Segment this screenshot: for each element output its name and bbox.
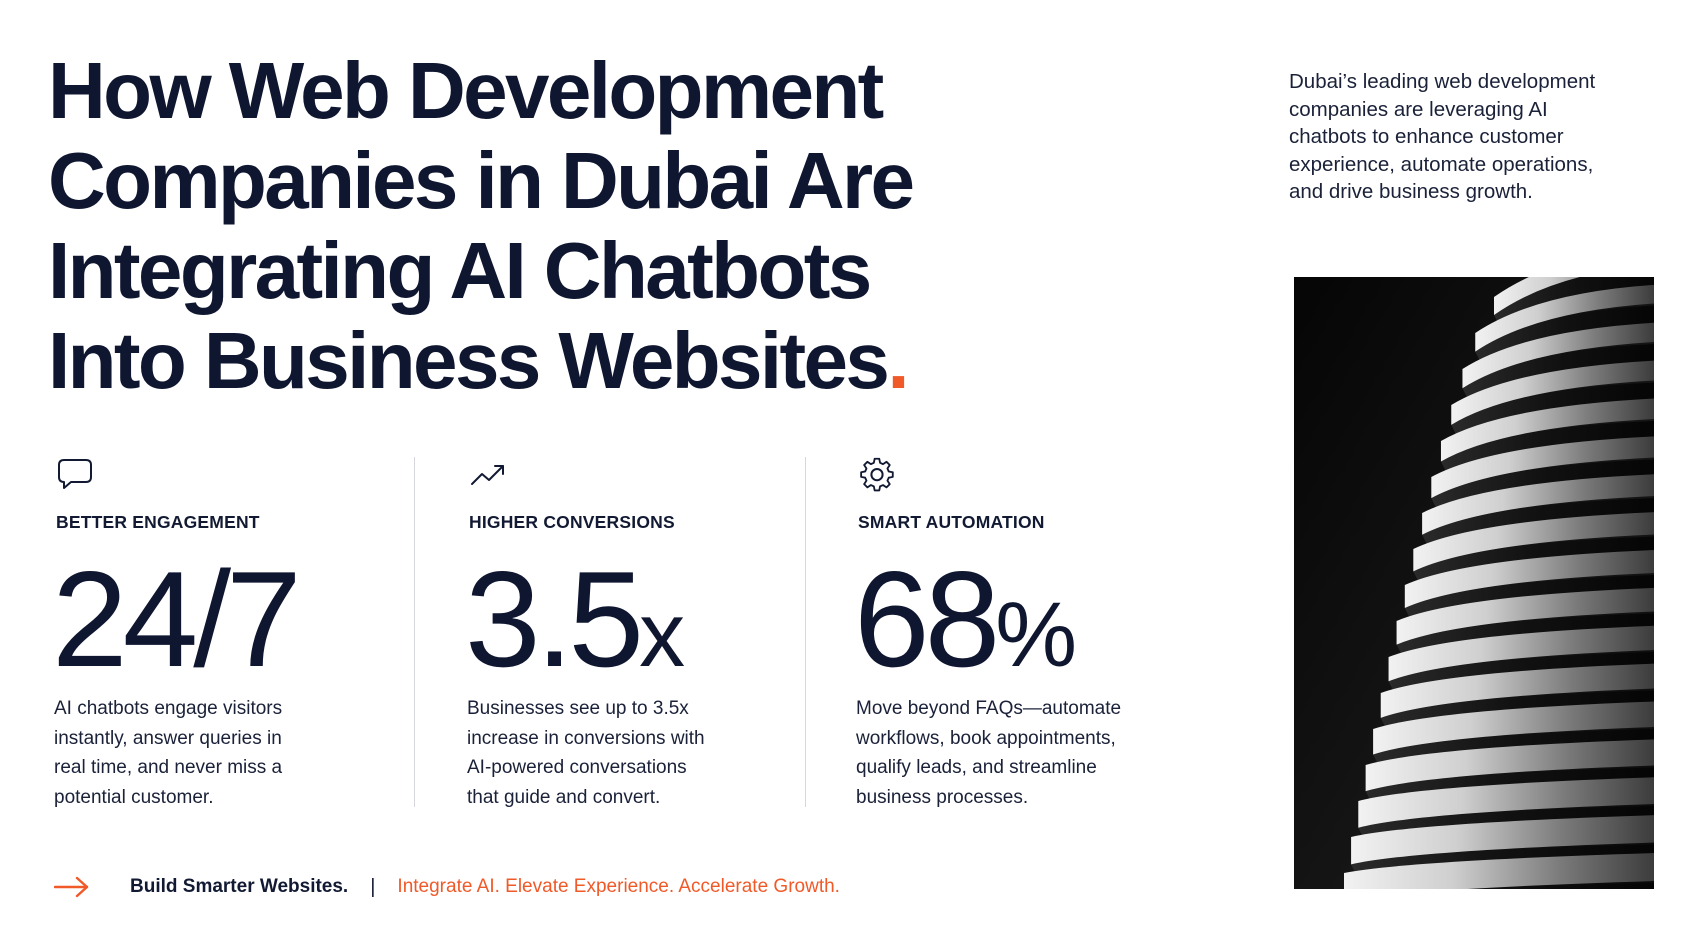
facade-light-band [1344, 853, 1654, 889]
stat-description-line: qualify leads, and streamline [856, 757, 1097, 778]
stat-value: 3.5x [465, 543, 685, 710]
facade-shadow-band [1479, 883, 1654, 889]
stat-value: 24/7 [52, 543, 302, 710]
stat-description-line: instantly, answer queries in [54, 727, 282, 749]
footer-tagline: Integrate AI. Elevate Experience. Accele… [397, 876, 840, 897]
stat-engagement: BETTER ENGAGEMENT 24/7 AI chatbots engag… [52, 456, 384, 808]
facade-light-band [1462, 322, 1654, 389]
stat-description-line: workflows, book appointments, [856, 727, 1116, 749]
stat-description-line: AI-powered conversations [467, 757, 687, 778]
stat-value-number: 68 [854, 543, 1000, 695]
stat-value-suffix: % [995, 584, 1077, 686]
facade-light-band [1396, 587, 1654, 645]
facade-light-band [1413, 512, 1654, 572]
title-line-4-text: Into Business Websites [48, 316, 890, 405]
stat-label: BETTER ENGAGEMENT [56, 512, 260, 532]
stat-label: SMART AUTOMATION [858, 512, 1045, 532]
intro-line: companies are leveraging AI [1289, 97, 1548, 121]
stat-description-line: AI chatbots engage visitors [54, 698, 283, 719]
intro-line: Dubai’s leading web development [1289, 70, 1596, 93]
stat-value-suffix: x [639, 584, 685, 686]
arrow-right-icon[interactable] [54, 876, 90, 898]
stat-value-number: 3.5 [465, 543, 644, 695]
stat-description: Businesses see up to 3.5x increase in co… [467, 694, 797, 812]
stat-description-line: potential customer. [54, 786, 214, 808]
building-facade-photo [1294, 277, 1654, 889]
intro-line: experience, automate operations, [1289, 152, 1594, 176]
stat-description-line: increase in conversions with [467, 727, 705, 749]
trend-up-icon [471, 465, 504, 485]
facade-light-band [1431, 436, 1654, 499]
facade-light-band [1404, 550, 1654, 608]
stat-description-line: Businesses see up to 3.5x [467, 698, 689, 719]
facade-light-band [1422, 474, 1654, 535]
stat-value-number: 24/7 [52, 543, 302, 695]
intro-line: and drive business growth. [1289, 180, 1533, 203]
footer-cta: Build Smarter Websites. | Integrate AI. … [54, 872, 840, 902]
stat-automation: SMART AUTOMATION 68% Move beyond FAQs—au… [854, 456, 1186, 808]
intro-paragraph: Dubai’s leading web development companie… [1289, 68, 1649, 206]
gear-icon [860, 457, 894, 492]
title-line-4: Into Business Websites. [48, 316, 1048, 406]
facade-light-band [1380, 663, 1654, 718]
facade-light-band [1388, 625, 1654, 682]
facade-light-band [1451, 360, 1654, 425]
page-title: How Web Development Companies in Dubai A… [48, 46, 1048, 406]
facade-light-band [1373, 701, 1654, 755]
chat-bubble-icon [58, 459, 92, 489]
intro-line: chatbots to enhance customer [1289, 125, 1564, 148]
facade-light-band [1440, 398, 1654, 462]
title-line-2: Companies in Dubai Are [48, 136, 915, 225]
title-line-3: Integrating AI Chatbots [48, 226, 872, 315]
stat-label: HIGHER CONVERSIONS [469, 512, 675, 532]
facade-light-band [1358, 777, 1654, 828]
stat-description-line: Move beyond FAQs—automate [856, 698, 1122, 719]
stat-divider [414, 457, 415, 807]
building-facade-image [1294, 277, 1654, 889]
stat-description-line: real time, and never miss a [54, 757, 283, 778]
stat-description: AI chatbots engage visitors instantly, a… [54, 694, 384, 812]
footer-separator: | [370, 875, 376, 898]
facade-light-band [1475, 284, 1654, 352]
stat-description: Move beyond FAQs—automate workflows, boo… [856, 694, 1186, 812]
facade-light-band [1494, 277, 1580, 315]
stat-conversions: HIGHER CONVERSIONS 3.5x Businesses see u… [465, 456, 797, 808]
stat-value: 68% [854, 543, 1077, 710]
build-websites-link[interactable]: Build Smarter Websites. [130, 876, 349, 897]
title-accent-dot: . [887, 316, 909, 405]
stat-description-line: business processes. [856, 786, 1029, 808]
facade-light-band [1351, 815, 1654, 865]
stat-description-line: that guide and convert. [467, 786, 661, 808]
title-line-1: How Web Development [48, 46, 884, 135]
facade-light-band [1365, 739, 1654, 792]
stat-divider [805, 457, 806, 807]
